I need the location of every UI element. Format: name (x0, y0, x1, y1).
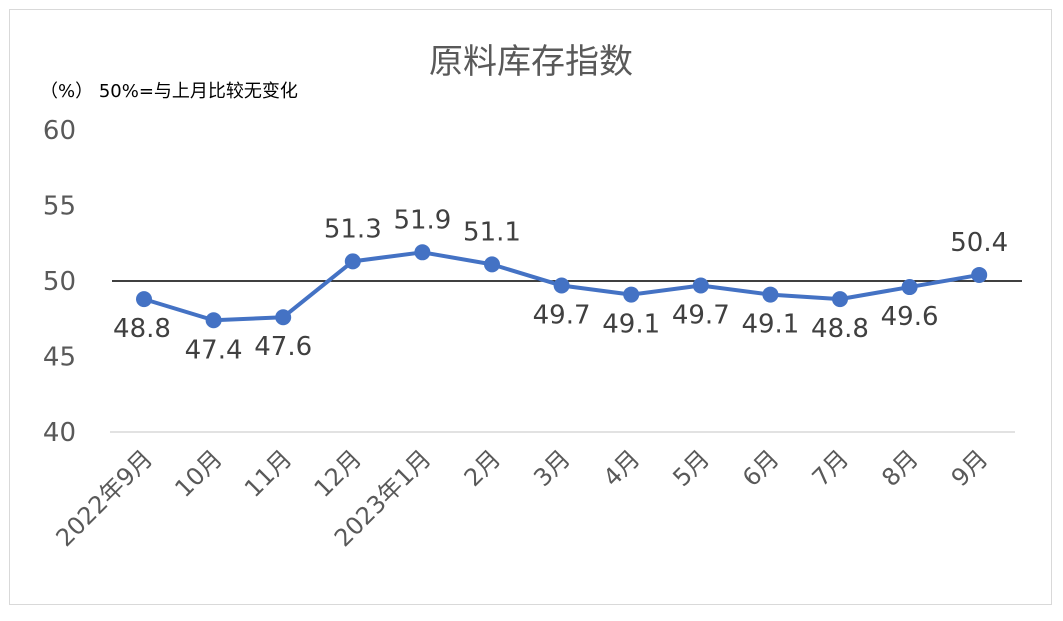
y-tick-label: 60 (43, 116, 76, 146)
x-tick-label: 11月 (239, 444, 297, 502)
x-tick-label: 5月 (667, 444, 715, 492)
y-tick-label: 50 (43, 267, 76, 297)
chart-frame (9, 9, 1052, 605)
data-label: 50.4 (950, 228, 1008, 258)
data-label: 48.8 (113, 314, 171, 344)
data-label: 47.4 (185, 335, 243, 365)
data-point (553, 277, 570, 294)
y-tick-label: 45 (43, 343, 76, 373)
data-point (692, 277, 709, 294)
data-point (205, 312, 222, 329)
x-tick-label: 9月 (946, 444, 994, 492)
x-tick-label: 2022年9月 (51, 444, 159, 552)
data-point (901, 279, 918, 296)
data-label: 49.1 (602, 310, 660, 340)
data-label: 49.7 (672, 301, 730, 331)
x-tick-label: 8月 (876, 444, 924, 492)
data-label: 49.1 (741, 310, 799, 340)
x-tick-label: 10月 (169, 444, 227, 502)
data-point (136, 291, 152, 308)
y-tick-label: 40 (43, 418, 76, 448)
data-point (832, 291, 848, 308)
x-tick-label: 6月 (737, 444, 785, 492)
data-label: 47.6 (254, 332, 312, 362)
data-point (762, 286, 779, 303)
data-point (623, 286, 640, 303)
data-label: 48.8 (811, 314, 869, 344)
data-label: 49.7 (533, 301, 591, 331)
data-label: 51.3 (324, 214, 382, 244)
x-tick-label: 3月 (528, 444, 576, 492)
data-point (414, 244, 431, 261)
data-point (344, 253, 361, 270)
x-tick-label: 12月 (309, 444, 367, 502)
chart-title: 原料库存指数 (429, 42, 633, 82)
data-label: 51.1 (463, 217, 521, 247)
unit-note: （%） 50%=与上月比较无变化 (40, 81, 298, 102)
data-point (484, 256, 500, 273)
data-point (971, 266, 988, 283)
x-tick-label: 2月 (459, 444, 507, 492)
data-label: 49.6 (881, 302, 939, 332)
y-tick-label: 55 (43, 192, 76, 222)
x-tick-label: 4月 (598, 444, 646, 492)
data-point (275, 309, 292, 326)
x-tick-label: 7月 (807, 444, 855, 492)
data-label: 51.9 (393, 205, 451, 235)
